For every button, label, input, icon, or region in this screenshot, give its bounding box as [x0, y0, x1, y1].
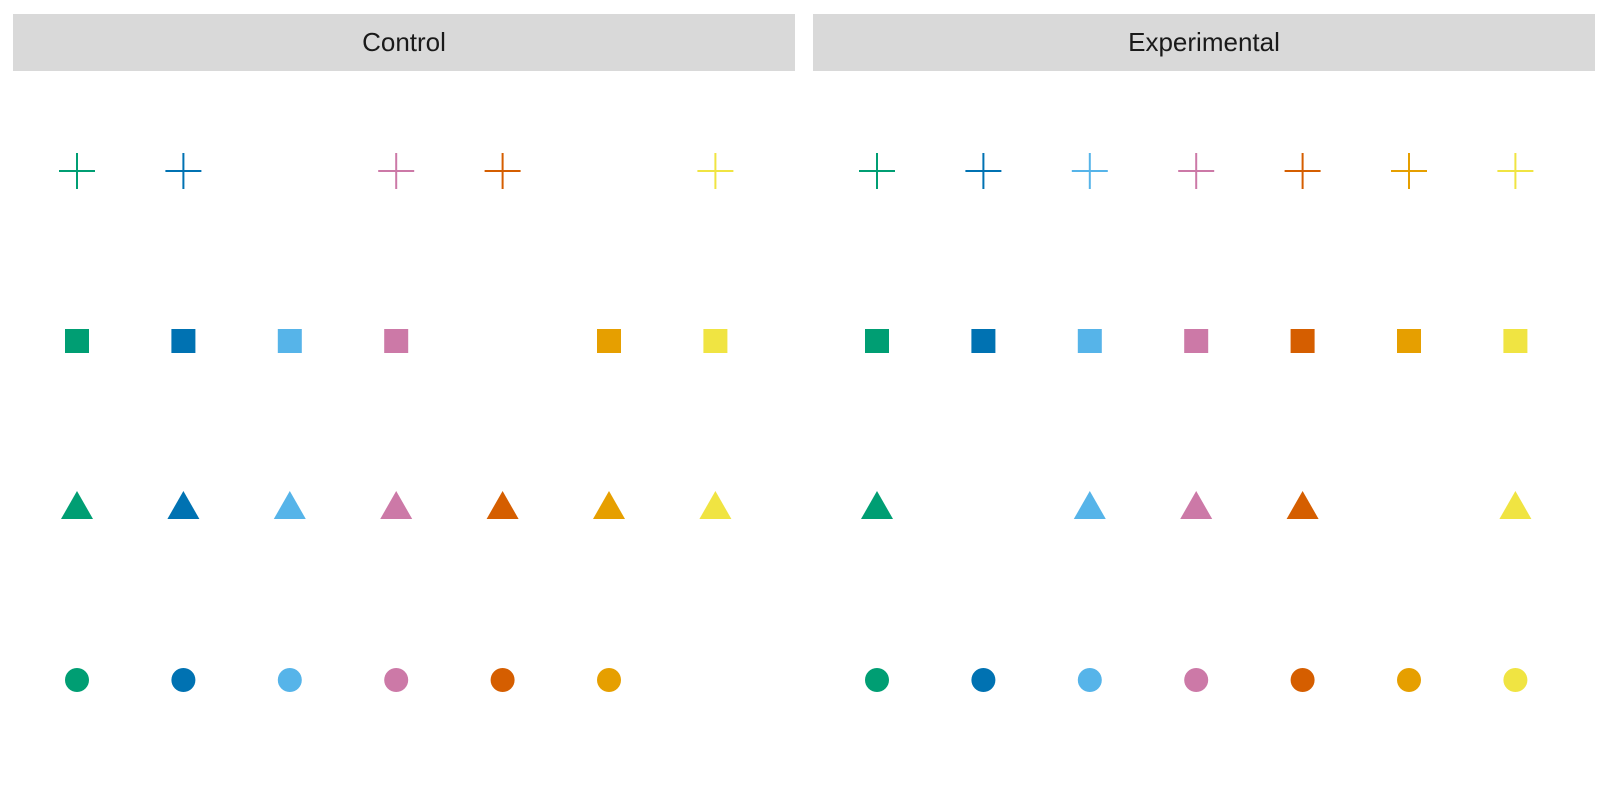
- point-square-experimental-1: [865, 329, 889, 353]
- point-triangle-control-6: [593, 491, 625, 519]
- point-circle-control-5: [490, 668, 515, 692]
- point-cross-control-2: [165, 153, 202, 189]
- point-circle-experimental-6: [1397, 668, 1421, 692]
- facet-strip-label: Control: [13, 14, 795, 71]
- point-triangle-control-4: [380, 491, 413, 519]
- point-circle-control-2: [171, 668, 196, 692]
- point-square-experimental-3: [1077, 329, 1102, 353]
- point-square-control-7: [703, 329, 728, 353]
- point-square-control-4: [384, 329, 409, 353]
- point-triangle-experimental-4: [1180, 491, 1213, 519]
- point-triangle-control-5: [486, 491, 519, 519]
- plot-panel-experimental: [859, 153, 1534, 692]
- point-circle-experimental-4: [1184, 668, 1209, 692]
- point-square-control-1: [65, 329, 89, 353]
- point-circle-experimental-7: [1503, 668, 1528, 692]
- point-square-control-3: [277, 329, 302, 353]
- facet-control: Control: [13, 14, 795, 786]
- point-cross-experimental-7: [1497, 153, 1534, 189]
- point-cross-experimental-1: [859, 153, 895, 189]
- point-square-experimental-4: [1184, 329, 1209, 353]
- point-triangle-control-2: [167, 491, 200, 519]
- point-cross-experimental-3: [1071, 153, 1108, 189]
- point-cross-control-4: [378, 153, 415, 189]
- point-circle-control-3: [277, 668, 302, 692]
- point-circle-experimental-2: [971, 668, 996, 692]
- point-square-experimental-6: [1397, 329, 1421, 353]
- point-square-experimental-5: [1290, 329, 1315, 353]
- point-triangle-experimental-3: [1073, 491, 1106, 519]
- point-triangle-control-7: [699, 491, 732, 519]
- point-cross-experimental-2: [965, 153, 1002, 189]
- point-circle-control-1: [65, 668, 89, 692]
- point-cross-control-1: [59, 153, 95, 189]
- point-circle-control-4: [384, 668, 409, 692]
- point-square-control-6: [597, 329, 621, 353]
- plot-panel-control: [59, 153, 734, 692]
- point-circle-experimental-5: [1290, 668, 1315, 692]
- point-circle-control-6: [597, 668, 621, 692]
- facet-experimental: Experimental: [813, 14, 1595, 786]
- point-square-control-2: [171, 329, 196, 353]
- point-triangle-control-3: [273, 491, 306, 519]
- point-triangle-experimental-5: [1286, 491, 1319, 519]
- point-square-experimental-2: [971, 329, 996, 353]
- point-cross-control-7: [697, 153, 734, 189]
- point-triangle-control-1: [61, 491, 93, 519]
- point-circle-experimental-1: [865, 668, 889, 692]
- point-cross-experimental-6: [1391, 153, 1427, 189]
- point-triangle-experimental-1: [861, 491, 893, 519]
- point-triangle-experimental-7: [1499, 491, 1532, 519]
- point-cross-experimental-5: [1284, 153, 1321, 189]
- point-circle-experimental-3: [1077, 668, 1102, 692]
- point-cross-experimental-4: [1178, 153, 1215, 189]
- point-cross-control-5: [484, 153, 521, 189]
- facet-strip-label: Experimental: [813, 14, 1595, 71]
- point-square-experimental-7: [1503, 329, 1528, 353]
